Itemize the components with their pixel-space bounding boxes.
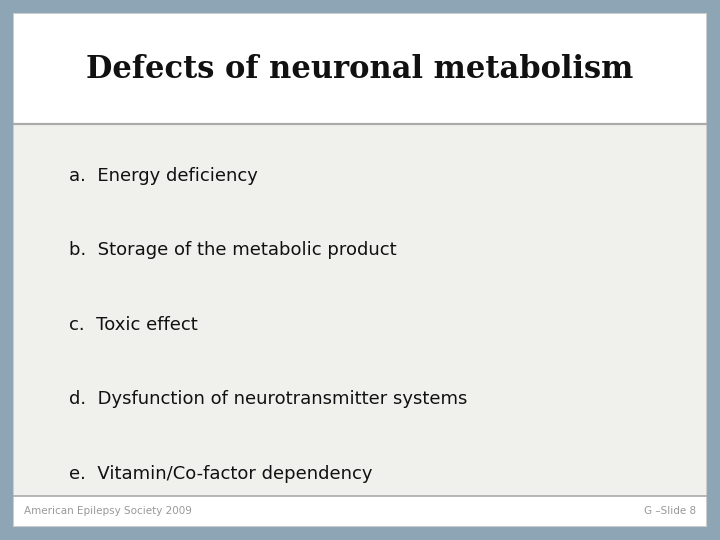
Text: b.  Storage of the metabolic product: b. Storage of the metabolic product — [69, 241, 397, 260]
Bar — [14, 14, 706, 124]
Text: G –Slide 8: G –Slide 8 — [644, 506, 696, 516]
Text: Defects of neuronal metabolism: Defects of neuronal metabolism — [86, 53, 634, 84]
Text: d.  Dysfunction of neurotransmitter systems: d. Dysfunction of neurotransmitter syste… — [69, 390, 467, 408]
Text: American Epilepsy Society 2009: American Epilepsy Society 2009 — [24, 506, 192, 516]
Text: c.  Toxic effect: c. Toxic effect — [69, 316, 198, 334]
Bar — [14, 496, 706, 526]
Text: e.  Vitamin/Co-factor dependency: e. Vitamin/Co-factor dependency — [69, 465, 372, 483]
Text: a.  Energy deficiency: a. Energy deficiency — [69, 167, 258, 185]
Bar — [14, 124, 706, 496]
